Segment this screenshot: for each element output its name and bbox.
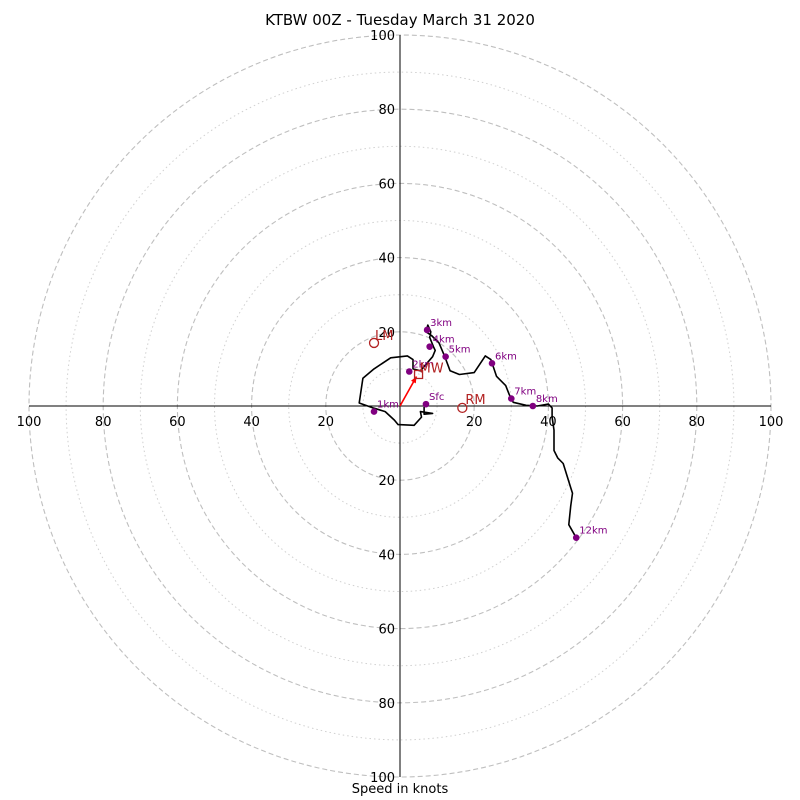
ring-label-bottom: 80 xyxy=(378,697,395,712)
height-marker-dot xyxy=(442,353,449,360)
ring-label-top: 20 xyxy=(378,326,395,341)
ring-label-left: 80 xyxy=(95,415,112,430)
height-marker-label: 5km xyxy=(449,345,471,356)
ring-label-bottom: 40 xyxy=(378,548,395,563)
height-marker-label: 8km xyxy=(536,394,558,405)
ring-label-bottom: 60 xyxy=(378,623,395,638)
ring-label-top: 60 xyxy=(378,177,395,192)
height-marker-label: Sfc xyxy=(429,392,444,403)
storm-motion-markers: LM RM MW xyxy=(368,329,486,414)
ring-label-bottom: 100 xyxy=(370,771,395,786)
height-marker-dot xyxy=(529,402,537,410)
ring-label-right: 100 xyxy=(759,415,784,430)
left-mover-label: LM xyxy=(375,329,393,344)
height-marker-dot xyxy=(423,326,431,334)
ring-label-top: 100 xyxy=(370,29,395,44)
height-marker-dot xyxy=(488,360,496,367)
height-marker-label: 7km xyxy=(514,387,536,398)
height-marker-dot xyxy=(572,534,580,542)
hodograph-trace xyxy=(358,324,577,539)
ring-label-right: 80 xyxy=(689,415,706,430)
height-marker-dot xyxy=(508,395,515,402)
right-mover-label: RM xyxy=(465,393,485,408)
mean-wind-label: MW xyxy=(420,361,444,376)
ring-label-left: 60 xyxy=(169,415,186,430)
left-mover-marker xyxy=(368,337,380,349)
ring-label-top: 80 xyxy=(378,103,395,118)
mean-wind-marker xyxy=(413,369,424,380)
hodograph-trace-layer xyxy=(358,324,577,539)
ring-label-bottom: 20 xyxy=(378,474,395,489)
height-marker-label: 2km xyxy=(412,359,434,370)
ring-label-left: 20 xyxy=(318,415,335,430)
height-marker-label: 6km xyxy=(495,351,517,362)
ring-label-left: 40 xyxy=(243,415,260,430)
height-marker-label: 12km xyxy=(579,526,607,537)
height-marker-label: 3km xyxy=(430,318,452,329)
height-marker-dot xyxy=(405,368,413,375)
height-marker-label: 4km xyxy=(433,335,455,346)
ring-label-right: 20 xyxy=(466,415,483,430)
ring-label-left: 100 xyxy=(17,415,42,430)
x-axis-label: Speed in knots xyxy=(351,782,449,797)
ring-label-right: 60 xyxy=(614,415,631,430)
ring-label-top: 40 xyxy=(378,252,395,267)
height-marker-label: 1km xyxy=(377,400,399,411)
right-mover-marker xyxy=(457,402,468,414)
chart-title: KTBW 00Z - Tuesday March 31 2020 xyxy=(265,11,535,29)
height-marker-dot xyxy=(422,400,430,408)
height-marker-dot xyxy=(426,343,433,350)
height-marker-dot xyxy=(370,408,378,415)
